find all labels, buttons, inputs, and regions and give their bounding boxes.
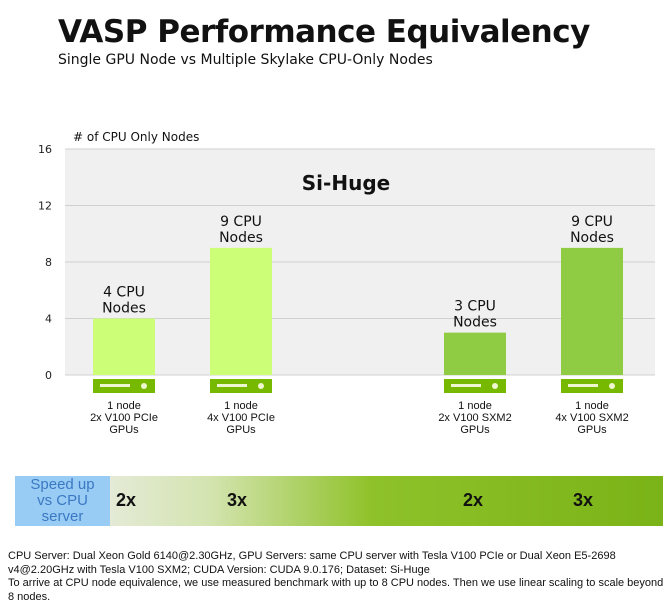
y-tick-label: 4 [45,313,52,326]
category-label: GPUs [460,424,490,436]
data-label: Nodes [102,301,146,317]
y-tick-label: 0 [45,369,52,382]
server-icon-light [492,383,498,389]
server-icon-light [609,383,615,389]
speedup-label-line: server [41,508,84,525]
data-label: 3 CPU [454,299,496,315]
data-label: Nodes [570,230,614,246]
chart-title: Si-Huge [302,171,390,195]
server-icon-slot [451,384,481,387]
server-icon-slot [100,384,130,387]
category-label: 1 node [224,400,258,412]
category-label: 1 node [458,400,492,412]
data-label: 4 CPU [103,285,145,301]
server-icon-slot [568,384,598,387]
server-icon-light [258,383,264,389]
speedup-label-line: vs CPU [37,492,88,509]
speedup-value: 2x [463,490,484,510]
data-label: Nodes [453,315,497,331]
speedup-gradient-bar [15,476,663,526]
server-icon-light [141,383,147,389]
data-label: 9 CPU [571,214,613,230]
bar [210,247,272,375]
speedup-label-line: Speed up [30,476,95,493]
page-subtitle: Single GPU Node vs Multiple Skylake CPU-… [58,52,433,68]
y-tick-label: 16 [38,143,52,156]
category-label: 1 node [575,400,609,412]
server-icon-slot [217,384,247,387]
data-label: Nodes [219,230,263,246]
speedup-label: Speed up vs CPU server [15,476,110,526]
category-label: 4x V100 SXM2 [555,412,628,424]
data-label: 9 CPU [220,214,262,230]
category-label: GPUs [109,424,139,436]
bar [93,318,155,375]
category-label: GPUs [226,424,256,436]
speedup-value: 3x [573,490,594,510]
footnote-line: To arrive at CPU node equivalence, we us… [8,577,664,603]
y-tick-label: 12 [38,200,52,213]
page-title: VASP Performance Equivalency [58,14,590,50]
speedup-value: 3x [227,490,248,510]
y-axis-label: # of CPU Only Nodes [73,130,199,144]
category-label: 2x V100 SXM2 [438,412,511,424]
bar [561,247,623,375]
y-tick-label: 8 [45,256,52,269]
category-label: 2x V100 PCIe [90,412,158,424]
category-label: GPUs [577,424,607,436]
speedup-value: 2x [116,490,137,510]
category-label: 1 node [107,400,141,412]
bar [444,332,506,375]
category-label: 4x V100 PCIe [207,412,275,424]
footnote: CPU Server: Dual Xeon Gold 6140@2.30GHz,… [8,550,668,604]
footnote-line: CPU Server: Dual Xeon Gold 6140@2.30GHz,… [8,550,616,576]
